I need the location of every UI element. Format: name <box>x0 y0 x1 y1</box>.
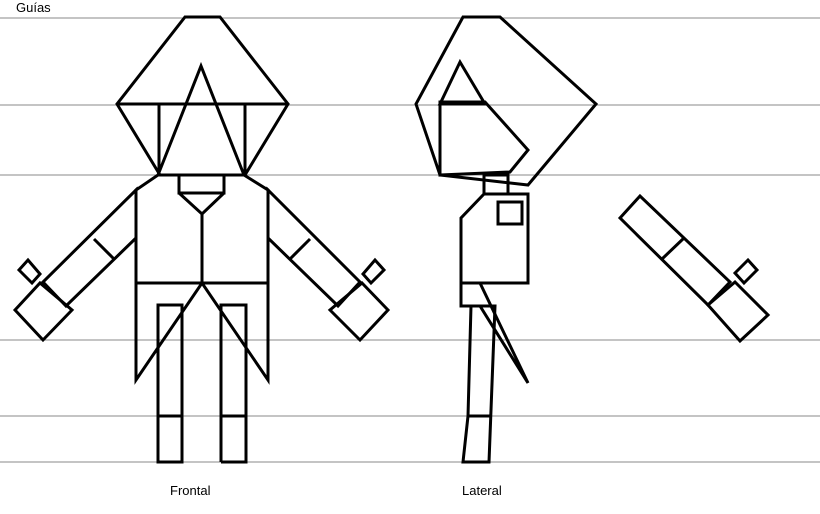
front-left-arm <box>40 186 138 309</box>
front-right-elbow <box>287 237 312 262</box>
side-view-figure <box>414 15 599 464</box>
side-hair-triangle <box>437 58 488 106</box>
front-left-thumb <box>16 257 42 286</box>
guides-label: Guías <box>16 0 51 15</box>
front-right-thumb <box>361 257 387 286</box>
detached-thumb <box>732 257 760 286</box>
front-coat-tails <box>134 280 270 385</box>
side-face <box>438 100 530 177</box>
front-hair-triangle <box>156 61 246 176</box>
front-right-arm <box>266 186 363 309</box>
detached-arm-elbow <box>660 236 686 261</box>
side-pocket <box>496 200 524 226</box>
side-view-label: Lateral <box>462 483 502 498</box>
detached-hand <box>705 279 771 344</box>
guide-lines <box>0 17 820 463</box>
front-view-figure <box>12 15 391 464</box>
front-left-leg <box>156 303 184 464</box>
detached-arm-segment <box>617 193 733 308</box>
side-neck <box>482 173 510 196</box>
detached-arm-figure <box>617 193 771 344</box>
front-right-leg <box>219 303 248 464</box>
side-coat-tail <box>459 281 530 384</box>
front-right-hand <box>327 280 391 343</box>
front-view-label: Frontal <box>170 483 211 498</box>
side-hood <box>414 15 599 187</box>
front-neck <box>177 173 226 195</box>
front-left-elbow <box>92 237 117 262</box>
front-left-hand <box>12 280 75 343</box>
side-torso <box>459 192 530 285</box>
side-leg <box>461 304 497 464</box>
front-collar <box>177 191 226 217</box>
front-hood <box>115 15 290 177</box>
